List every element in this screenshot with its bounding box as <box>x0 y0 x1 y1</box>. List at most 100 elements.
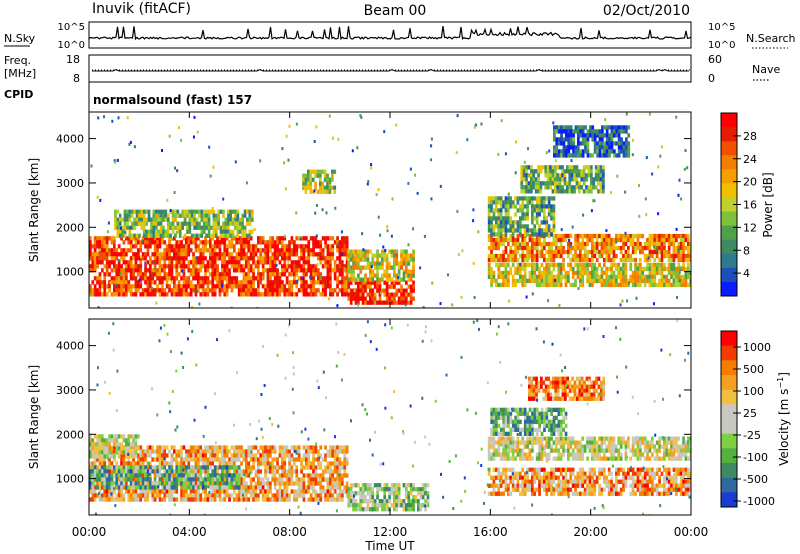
heatmap-cell <box>264 493 267 498</box>
heatmap-cell <box>547 274 551 280</box>
heatmap-cell <box>627 149 631 154</box>
heatmap-cell <box>570 185 574 190</box>
heatmap-cell <box>357 257 360 262</box>
heatmap-cell <box>208 145 211 149</box>
heatmap-cell <box>173 449 176 454</box>
heatmap-cell <box>499 257 503 263</box>
heatmap-cell <box>634 241 637 247</box>
heatmap-cell <box>278 473 282 478</box>
heatmap-cell <box>592 181 596 186</box>
heatmap-cell <box>223 244 227 249</box>
heatmap-cell <box>233 453 236 458</box>
heatmap-cell <box>218 497 222 502</box>
heatmap-cell <box>586 270 589 276</box>
heatmap-cell <box>281 465 284 470</box>
heatmap-cell <box>371 253 375 258</box>
heatmap-cell <box>439 302 442 305</box>
heatmap-cell <box>511 257 515 263</box>
heatmap-cell <box>197 268 200 273</box>
heatmap-cell <box>290 248 294 253</box>
heatmap-cell <box>388 284 391 289</box>
heatmap-cell <box>211 276 215 281</box>
heatmap-cell <box>152 221 156 226</box>
heatmap-cell <box>589 153 592 158</box>
heatmap-cell <box>684 233 688 239</box>
heatmap-cell <box>622 241 625 247</box>
heatmap-cell <box>544 181 548 186</box>
heatmap-cell <box>579 125 583 130</box>
heatmap-cell <box>206 248 210 253</box>
heatmap-cell <box>252 461 255 466</box>
heatmap-cell <box>393 257 396 262</box>
heatmap-cell <box>577 137 580 142</box>
heatmap-cell <box>169 233 172 238</box>
heatmap-cell <box>499 212 503 217</box>
heatmap-cell <box>345 244 349 249</box>
heatmap-cell <box>305 248 308 253</box>
heatmap-cell <box>497 241 501 247</box>
heatmap-cell <box>383 273 387 278</box>
heatmap-cell <box>302 173 305 178</box>
heatmap-cell <box>466 138 469 142</box>
heatmap-cell <box>497 228 501 233</box>
heatmap-cell <box>192 240 195 245</box>
heatmap-cell <box>163 264 167 269</box>
heatmap-cell <box>266 272 270 277</box>
heatmap-cell <box>189 493 193 498</box>
heatmap-cell <box>105 477 109 482</box>
heatmap-cell <box>378 284 382 289</box>
heatmap-cell <box>295 284 299 289</box>
heatmap-cell <box>139 481 143 486</box>
heatmap-cell <box>293 248 296 253</box>
heatmap-cell <box>248 221 252 226</box>
heatmap-cell <box>345 248 349 253</box>
heatmap-cell <box>204 449 207 454</box>
heatmap-cell <box>169 225 172 230</box>
heatmap-cell <box>634 278 637 284</box>
heatmap-cell <box>226 221 230 226</box>
heatmap-cell <box>319 445 323 450</box>
heatmap-cell <box>347 257 351 262</box>
heatmap-cell <box>369 269 372 274</box>
heatmap-cell <box>300 284 303 289</box>
heatmap-cell <box>504 196 508 201</box>
heatmap-cell <box>125 272 128 277</box>
heatmap-cell <box>338 449 342 454</box>
heatmap-cell <box>120 256 123 261</box>
heatmap-cell <box>599 185 603 190</box>
heatmap-cell <box>226 213 230 218</box>
heatmap-cell <box>110 485 114 490</box>
heatmap-cell <box>175 497 179 502</box>
heatmap-cell <box>209 288 212 293</box>
heatmap-cell <box>545 278 549 284</box>
heatmap-cell <box>98 497 102 502</box>
heatmap-cell <box>185 493 188 498</box>
heatmap-cell <box>230 260 234 265</box>
heatmap-cell <box>314 481 318 486</box>
heatmap-cell <box>175 453 179 458</box>
heatmap-cell <box>221 240 224 245</box>
heatmap-cell <box>300 461 303 466</box>
heatmap-cell <box>581 233 585 239</box>
heatmap-cell <box>684 149 687 152</box>
heatmap-cell <box>314 445 318 450</box>
heatmap-cell <box>210 209 213 214</box>
heatmap-cell <box>150 217 153 222</box>
heatmap-cell <box>247 497 251 502</box>
heatmap-cell <box>182 248 186 253</box>
heatmap-cell <box>135 213 139 218</box>
heatmap-cell <box>345 252 349 257</box>
heatmap-cell <box>151 288 155 293</box>
heatmap-cell <box>492 224 496 229</box>
heatmap-cell <box>586 249 589 255</box>
heatmap-cell <box>502 241 505 247</box>
heatmap-cell <box>295 292 299 297</box>
heatmap-cell <box>237 256 241 261</box>
heatmap-cell <box>201 457 205 462</box>
heatmap-cell <box>603 133 607 138</box>
heatmap-cell <box>235 252 239 257</box>
heatmap-cell <box>122 457 126 462</box>
heatmap-cell <box>675 245 678 251</box>
heatmap-cell <box>225 280 229 285</box>
heatmap-cell <box>535 262 539 268</box>
